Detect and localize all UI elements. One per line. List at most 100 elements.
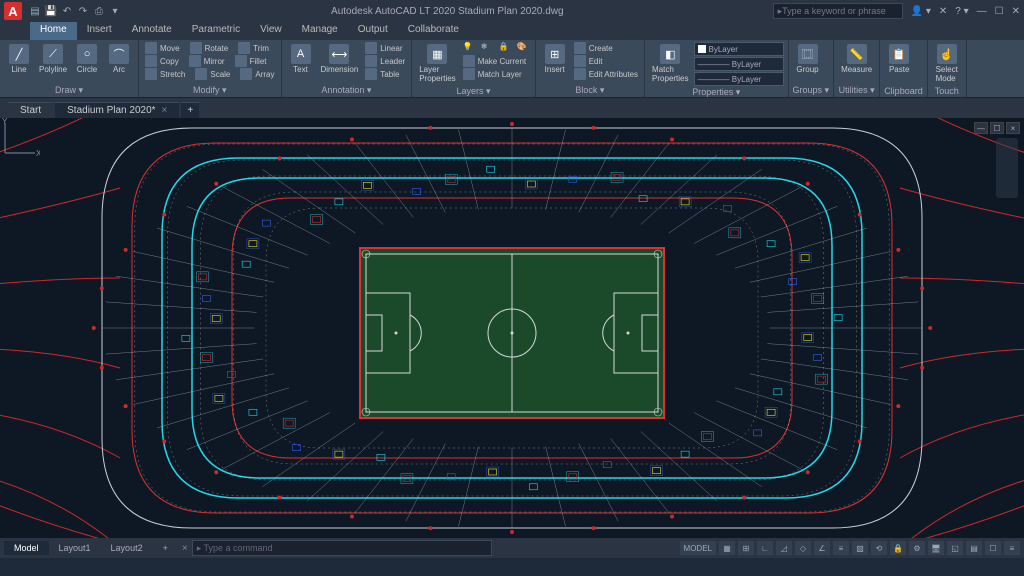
make-current-button[interactable]: Make Current (461, 55, 531, 67)
match-layer-button[interactable]: Match Layer (461, 68, 531, 80)
panel-title-clipboard[interactable]: Clipboard (884, 85, 923, 97)
paste-button[interactable]: 📋Paste (884, 42, 914, 76)
status-monitor-icon[interactable]: 🖥 (928, 541, 944, 555)
ribbon-tab-view[interactable]: View (250, 22, 292, 40)
linetype-combo[interactable]: ———— ByLayer (694, 72, 784, 86)
copy-button[interactable]: Copy (143, 55, 181, 67)
ribbon-tab-insert[interactable]: Insert (77, 22, 122, 40)
scale-button[interactable]: Scale (193, 68, 232, 80)
layout-tab-2[interactable]: Layout2 (101, 541, 153, 555)
close-tab-icon[interactable]: × (162, 105, 168, 116)
layout-tab-model[interactable]: Model (4, 541, 49, 555)
status-transparency-icon[interactable]: ▧ (852, 541, 868, 555)
new-tab-button[interactable]: + (181, 102, 199, 118)
panel-title-properties[interactable]: Properties ▾ (649, 86, 783, 99)
panel-title-draw[interactable]: Draw ▾ (4, 84, 134, 97)
match-properties-button[interactable]: ◧Match Properties (649, 42, 691, 85)
layer-state-icon[interactable]: 🔒 (497, 42, 513, 54)
panel-title-layers[interactable]: Layers ▾ (416, 85, 530, 98)
ribbon-tab-collaborate[interactable]: Collaborate (398, 22, 469, 40)
vp-minimize-icon[interactable]: — (974, 122, 988, 134)
lineweight-combo[interactable]: ———— ByLayer (694, 57, 784, 71)
panel-title-annotation[interactable]: Annotation ▾ (286, 84, 408, 97)
edit-attributes-button[interactable]: Edit Attributes (572, 68, 640, 80)
vp-maximize-icon[interactable]: ☐ (990, 122, 1004, 134)
status-osnap-icon[interactable]: ◇ (795, 541, 811, 555)
doc-tab-file[interactable]: Stadium Plan 2020*× (55, 102, 179, 118)
qat-more-icon[interactable]: ▾ (108, 4, 122, 18)
circle-button[interactable]: ○Circle (72, 42, 102, 76)
color-combo[interactable]: ByLayer (694, 42, 784, 56)
panel-title-utilities[interactable]: Utilities ▾ (838, 84, 875, 97)
panel-title-touch[interactable]: Touch (932, 85, 962, 97)
qat-redo-icon[interactable]: ↷ (76, 4, 90, 18)
minimize-icon[interactable]: — (977, 6, 987, 17)
status-clean-icon[interactable]: ☐ (985, 541, 1001, 555)
status-model[interactable]: MODEL (680, 541, 716, 555)
close-icon[interactable]: ✕ (1012, 6, 1020, 17)
status-cycling-icon[interactable]: ⟲ (871, 541, 887, 555)
help-search-input[interactable]: ▸ Type a keyword or phrase (773, 3, 903, 19)
trim-button[interactable]: Trim (236, 42, 271, 54)
layer-state-icon[interactable]: ❄ (479, 42, 495, 54)
group-button[interactable]: ⿴Group (793, 42, 823, 76)
move-button[interactable]: Move (143, 42, 182, 54)
command-input[interactable]: ▸ Type a command (192, 540, 492, 556)
stretch-button[interactable]: Stretch (143, 68, 187, 80)
status-otrack-icon[interactable]: ∠ (814, 541, 830, 555)
linear-button[interactable]: Linear (363, 42, 407, 54)
status-ortho-icon[interactable]: ∟ (757, 541, 773, 555)
panel-title-block[interactable]: Block ▾ (540, 84, 640, 97)
polyline-button[interactable]: ⟋Polyline (36, 42, 70, 76)
mirror-button[interactable]: Mirror (187, 55, 227, 67)
select-mode-button[interactable]: ☝Select Mode (932, 42, 962, 85)
panel-title-groups[interactable]: Groups ▾ (793, 84, 830, 97)
exchange-icon[interactable]: ✕ (939, 6, 947, 17)
layout-tab-add[interactable]: + (153, 541, 178, 555)
qat-print-icon[interactable]: ⎙ (92, 4, 106, 18)
status-snap-icon[interactable]: ⊞ (738, 541, 754, 555)
text-button[interactable]: AText (286, 42, 316, 76)
layout-tab-1[interactable]: Layout1 (49, 541, 101, 555)
status-grid-icon[interactable]: ▦ (719, 541, 735, 555)
line-button[interactable]: ╱Line (4, 42, 34, 76)
status-units-icon[interactable]: ◱ (947, 541, 963, 555)
status-lweight-icon[interactable]: ≡ (833, 541, 849, 555)
status-quickprops-icon[interactable]: ▤ (966, 541, 982, 555)
maximize-icon[interactable]: ☐ (995, 6, 1004, 17)
leader-button[interactable]: Leader (363, 55, 407, 67)
status-annoscale-icon[interactable]: 🔒 (890, 541, 906, 555)
fillet-button[interactable]: Fillet (233, 55, 269, 67)
panel-title-modify[interactable]: Modify ▾ (143, 84, 276, 97)
rotate-button[interactable]: Rotate (188, 42, 231, 54)
dimension-button[interactable]: ⟷Dimension (318, 42, 362, 76)
doc-tab-start[interactable]: Start (8, 102, 53, 118)
status-workspace-icon[interactable]: ⚙ (909, 541, 925, 555)
ribbon-tab-home[interactable]: Home (30, 22, 77, 40)
ribbon-tab-manage[interactable]: Manage (292, 22, 348, 40)
drawing-canvas[interactable]: — ☐ × X Y (0, 118, 1024, 538)
layer-state-icon[interactable]: 🎨 (515, 42, 531, 54)
qat-open-icon[interactable]: ▤ (28, 4, 42, 18)
create-button[interactable]: Create (572, 42, 640, 54)
layer-state-icon[interactable]: 💡 (461, 42, 477, 54)
ribbon-tab-output[interactable]: Output (348, 22, 398, 40)
ribbon-tab-parametric[interactable]: Parametric (182, 22, 250, 40)
table-button[interactable]: Table (363, 68, 407, 80)
qat-save-icon[interactable]: 💾 (44, 4, 58, 18)
nav-bar[interactable] (996, 138, 1018, 198)
help-icon[interactable]: ? ▾ (955, 6, 968, 17)
vp-close-icon[interactable]: × (1006, 122, 1020, 134)
layer-properties-button[interactable]: ▦Layer Properties (416, 42, 458, 85)
arc-button[interactable]: ⌒Arc (104, 42, 134, 76)
status-polar-icon[interactable]: ◿ (776, 541, 792, 555)
qat-undo-icon[interactable]: ↶ (60, 4, 74, 18)
array-button[interactable]: Array (238, 68, 276, 80)
app-logo[interactable]: A (4, 2, 22, 20)
insert-button[interactable]: ⊞Insert (540, 42, 570, 76)
measure-button[interactable]: 📏Measure (838, 42, 875, 76)
status-custom-icon[interactable]: ≡ (1004, 541, 1020, 555)
ribbon-tab-annotate[interactable]: Annotate (122, 22, 182, 40)
cmd-close-icon[interactable]: × (182, 543, 188, 554)
edit-button[interactable]: Edit (572, 55, 640, 67)
